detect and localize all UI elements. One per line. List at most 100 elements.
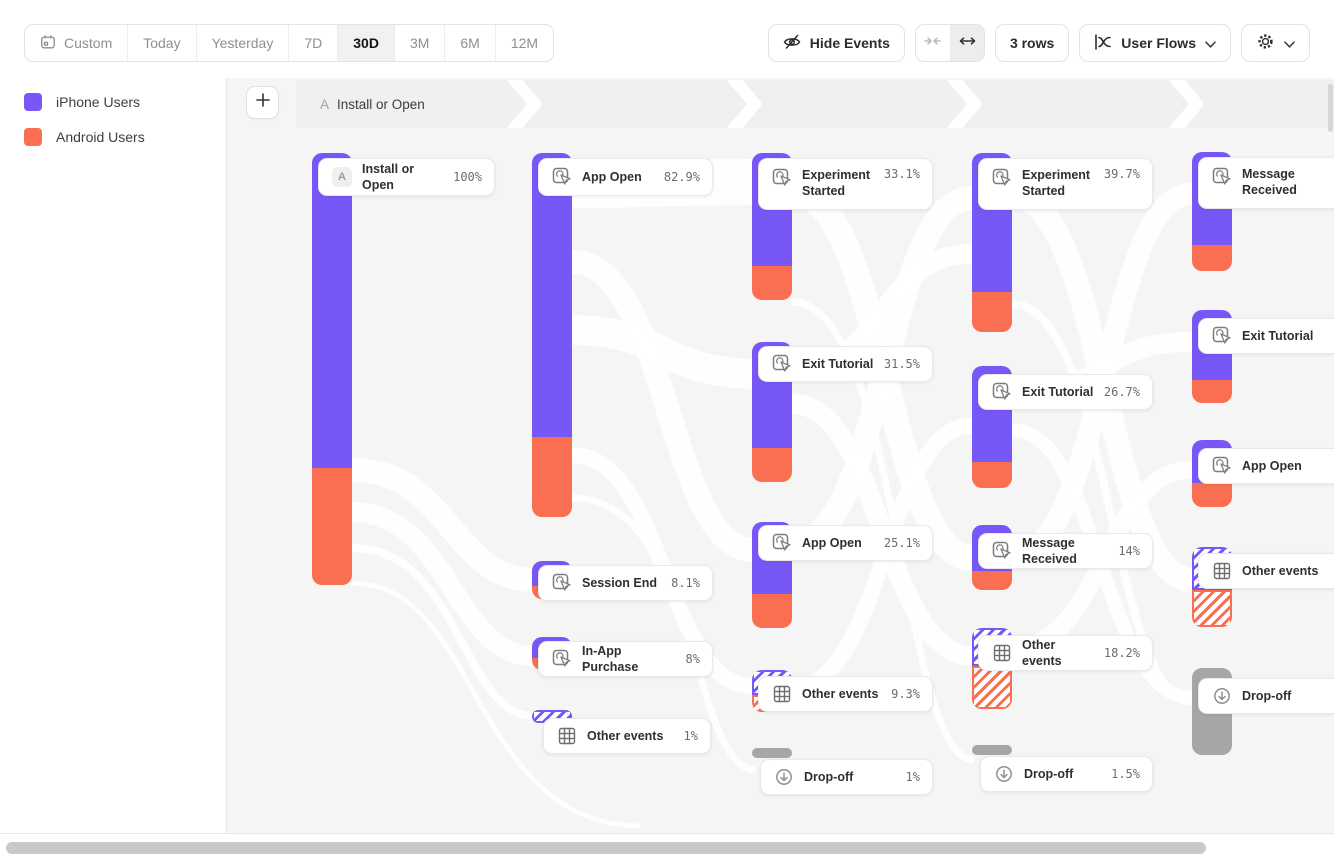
flow-bar-app-open[interactable] xyxy=(532,153,572,517)
dropoff-icon xyxy=(993,764,1015,784)
date-range-custom[interactable]: Custom xyxy=(25,25,129,61)
step-chevron-icon xyxy=(506,80,541,128)
flow-node-label: App Open xyxy=(1242,458,1302,473)
date-range-12m[interactable]: 12M xyxy=(496,25,553,61)
chevron-down-icon xyxy=(1284,35,1295,51)
event-icon xyxy=(991,381,1013,403)
bar-segment-gray xyxy=(972,745,1012,755)
flow-bar-install-or-open[interactable] xyxy=(312,153,352,585)
rows-label: 3 rows xyxy=(1009,35,1055,51)
flow-node-app-open[interactable]: App Open 82.9% xyxy=(538,158,713,196)
date-range-7d[interactable]: 7D xyxy=(289,25,339,61)
flow-node-in-app-purchase[interactable]: In-App Purchase 8% xyxy=(538,641,713,677)
flow-node-label: Other events xyxy=(1242,563,1319,578)
flow-node-percentage: 33.1% xyxy=(883,167,920,181)
expand-columns-button[interactable] xyxy=(949,25,984,61)
flow-node-label: In-App Purchase xyxy=(582,643,639,674)
flow-bar-drop-off[interactable] xyxy=(972,745,1012,755)
vertical-scrollbar[interactable] xyxy=(1328,84,1333,132)
flow-node-percentage: 82.9% xyxy=(663,170,700,184)
event-icon xyxy=(551,648,573,670)
date-range-label: Today xyxy=(143,35,181,51)
flow-node-exit-tutorial[interactable]: Exit Tutorial 26.7% xyxy=(978,374,1153,410)
date-range-today[interactable]: Today xyxy=(128,25,197,61)
add-step-button[interactable] xyxy=(246,86,279,119)
bar-segment-purple xyxy=(532,153,572,437)
event-icon xyxy=(991,167,1013,189)
user-flows-icon xyxy=(1094,33,1112,53)
date-range-control: Custom Today Yesterday 7D 30D 3M 6M 12M xyxy=(24,24,555,62)
date-range-6m[interactable]: 6M xyxy=(445,25,496,61)
flow-node-label: Message Received xyxy=(1242,167,1297,198)
flow-node-other-events[interactable]: Other events xyxy=(1198,553,1334,589)
date-range-30d[interactable]: 30D xyxy=(338,25,395,61)
hide-events-button[interactable]: Hide Events xyxy=(767,24,905,62)
flow-node-percentage: 25.1% xyxy=(883,536,920,550)
bar-segment-orange xyxy=(752,266,792,300)
flow-node-drop-off[interactable]: Drop-off 1.5% xyxy=(980,756,1153,792)
flow-node-percentage: 39.7% xyxy=(1103,167,1140,181)
date-range-yesterday[interactable]: Yesterday xyxy=(197,25,290,61)
step-letter: A xyxy=(320,96,330,112)
view-selector-label: User Flows xyxy=(1121,35,1196,51)
flow-node-session-end[interactable]: Session End 8.1% xyxy=(538,565,713,601)
legend-label: Android Users xyxy=(56,129,145,145)
legend-item-android-users[interactable]: Android Users xyxy=(24,128,145,146)
flow-node-experiment-started[interactable]: Experiment Started 39.7% xyxy=(978,158,1153,210)
toolbar-right: Hide Events 3 rows xyxy=(767,24,1310,62)
bar-segment-orange xyxy=(972,292,1012,332)
flow-node-label: Exit Tutorial xyxy=(1242,328,1314,343)
bar-segment-orange xyxy=(752,448,792,482)
horizontal-scrollbar[interactable] xyxy=(6,842,1206,854)
flow-node-exit-tutorial[interactable]: Exit Tutorial xyxy=(1198,318,1334,354)
flow-node-label: Experiment Started xyxy=(1022,168,1091,199)
step-a-badge: A xyxy=(331,167,353,187)
step-label: Install or Open xyxy=(337,96,425,112)
flow-node-message-received[interactable]: Message Received 14% xyxy=(978,533,1153,569)
panel-divider xyxy=(226,78,227,833)
calendar-icon xyxy=(40,34,56,53)
collapse-arrows-icon xyxy=(924,34,942,53)
event-icon xyxy=(551,572,573,594)
flow-node-percentage: 14% xyxy=(1118,544,1140,558)
canvas-bottom-border xyxy=(0,833,1334,834)
flow-node-other-events[interactable]: Other events 9.3% xyxy=(758,676,933,712)
rows-button[interactable]: 3 rows xyxy=(994,24,1070,62)
collapse-columns-button[interactable] xyxy=(916,25,950,61)
flow-node-percentage: 9.3% xyxy=(891,687,920,701)
date-range-label: 30D xyxy=(353,35,379,51)
flow-node-install-or-open[interactable]: A Install or Open 100% xyxy=(318,158,495,196)
legend-item-iphone-users[interactable]: iPhone Users xyxy=(24,93,145,111)
flow-bar-drop-off[interactable] xyxy=(752,748,792,758)
bar-segment-orange xyxy=(1192,380,1232,403)
date-range-3m[interactable]: 3M xyxy=(395,25,446,61)
flow-node-drop-off[interactable]: Drop-off xyxy=(1198,678,1334,714)
flow-node-percentage: 26.7% xyxy=(1103,385,1140,399)
bar-segment-orange-hatch xyxy=(1192,590,1232,627)
date-range-label: 3M xyxy=(409,35,430,51)
flow-node-percentage: 1.5% xyxy=(1111,767,1140,781)
flow-node-label: Drop-off xyxy=(1024,766,1074,781)
flow-node-exit-tutorial[interactable]: Exit Tutorial 31.5% xyxy=(758,346,933,382)
flow-node-other-events[interactable]: Other events 18.2% xyxy=(978,635,1153,671)
plus-icon xyxy=(255,93,270,112)
bar-segment-orange xyxy=(972,462,1012,488)
gear-icon xyxy=(1256,32,1275,54)
flow-node-app-open[interactable]: App Open 25.1% xyxy=(758,525,933,561)
flow-node-label: App Open xyxy=(802,535,862,550)
date-range-label: 6M xyxy=(460,35,480,51)
date-range-label: Yesterday xyxy=(211,35,274,51)
step-chevron-icon xyxy=(946,80,981,128)
flow-node-drop-off[interactable]: Drop-off 1% xyxy=(760,759,933,795)
flow-node-app-open[interactable]: App Open xyxy=(1198,448,1334,484)
hide-events-label: Hide Events xyxy=(809,35,890,51)
grid-icon xyxy=(771,684,793,704)
step-header-a: A Install or Open xyxy=(320,80,425,128)
flow-node-message-received[interactable]: Message Received xyxy=(1198,157,1334,209)
flow-node-label: Drop-off xyxy=(804,769,854,784)
settings-button[interactable] xyxy=(1241,24,1310,62)
view-selector-button[interactable]: User Flows xyxy=(1079,24,1231,62)
flow-node-other-events[interactable]: Other events 1% xyxy=(543,718,711,754)
flow-node-experiment-started[interactable]: Experiment Started 33.1% xyxy=(758,158,933,210)
step-header-strip[interactable]: A Install or Open xyxy=(296,80,1334,128)
